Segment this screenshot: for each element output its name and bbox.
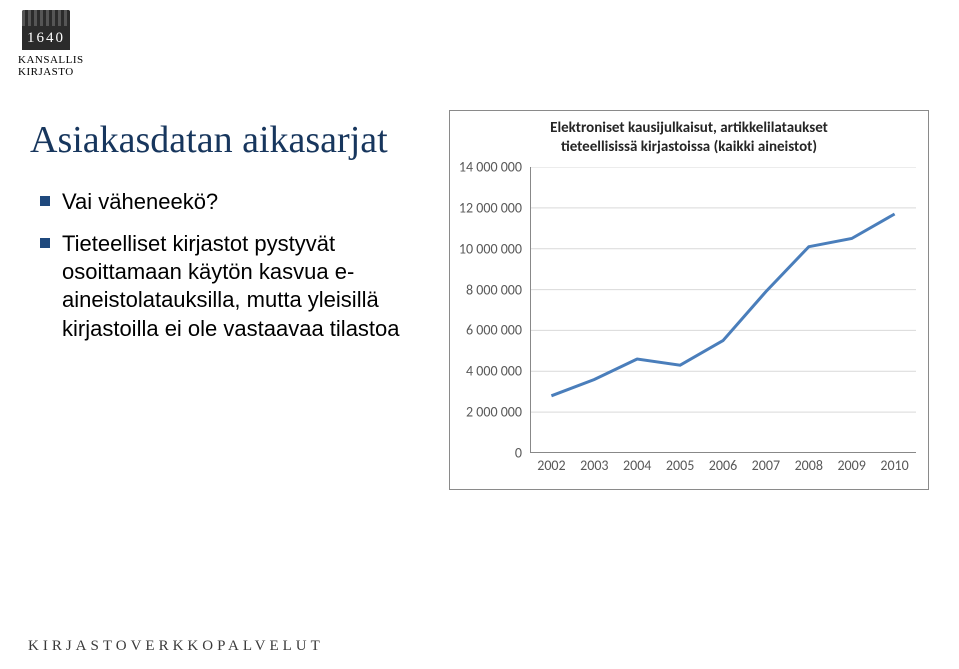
chart-x-label: 2007 xyxy=(752,457,780,474)
page-title: Asiakasdatan aikasarjat xyxy=(30,118,388,162)
logo-year: 1640 xyxy=(18,30,74,47)
logo-text-line2: KIRJASTO xyxy=(18,66,74,78)
logo: 1640 KANSALLIS KIRJASTO xyxy=(18,10,98,100)
bullet-text: Tieteelliset kirjastot pystyvät osoittam… xyxy=(62,230,420,343)
chart-x-label: 2002 xyxy=(537,457,565,474)
chart-y-labels: 02 000 0004 000 0006 000 0008 000 00010 … xyxy=(454,167,526,453)
chart-y-label: 6 000 000 xyxy=(466,322,522,339)
logo-text-line1: KANSALLIS xyxy=(18,54,84,66)
chart-y-label: 8 000 000 xyxy=(466,281,522,298)
chart-x-label: 2010 xyxy=(880,457,908,474)
chart-plot-area xyxy=(530,167,916,453)
list-item: Tieteelliset kirjastot pystyvät osoittam… xyxy=(40,230,420,343)
chart-x-label: 2009 xyxy=(837,457,865,474)
chart-y-label: 0 xyxy=(515,445,522,462)
chart-x-labels: 2002 2003 2004 2005 2006 2007 2008 2009 2010 xyxy=(530,457,916,477)
chart-y-label: 2 000 000 xyxy=(466,404,522,421)
chart-x-label: 2003 xyxy=(580,457,608,474)
bullet-text: Vai väheneekö? xyxy=(62,188,218,216)
chart-x-label: 2005 xyxy=(666,457,694,474)
chart-x-label: 2008 xyxy=(795,457,823,474)
line-chart: Elektroniset kausijulkaisut, artikkelila… xyxy=(449,110,929,490)
slide: 1640 KANSALLIS KIRJASTO Asiakasdatan aik… xyxy=(0,0,959,669)
list-item: Vai väheneekö? xyxy=(40,188,420,216)
logo-text: KANSALLIS KIRJASTO xyxy=(18,54,84,78)
chart-title-line1: Elektroniset kausijulkaisut, artikkelila… xyxy=(550,119,828,137)
chart-title: Elektroniset kausijulkaisut, artikkelila… xyxy=(450,119,928,157)
bullet-marker-icon xyxy=(40,238,50,248)
chart-y-label: 12 000 000 xyxy=(459,199,522,216)
chart-axis-frame xyxy=(530,167,916,453)
bullet-marker-icon xyxy=(40,196,50,206)
chart-x-label: 2004 xyxy=(623,457,651,474)
chart-x-label: 2006 xyxy=(709,457,737,474)
chart-y-label: 10 000 000 xyxy=(459,240,522,257)
chart-y-label: 4 000 000 xyxy=(466,363,522,380)
bullet-list: Vai väheneekö? Tieteelliset kirjastot py… xyxy=(40,188,420,357)
chart-y-label: 14 000 000 xyxy=(459,159,522,176)
logo-ornament-icon xyxy=(22,10,70,26)
footer-text: KIRJASTOVERKKOPALVELUT xyxy=(28,638,324,655)
chart-title-line2: tieteellisissä kirjastoissa (kaikki aine… xyxy=(561,138,817,156)
